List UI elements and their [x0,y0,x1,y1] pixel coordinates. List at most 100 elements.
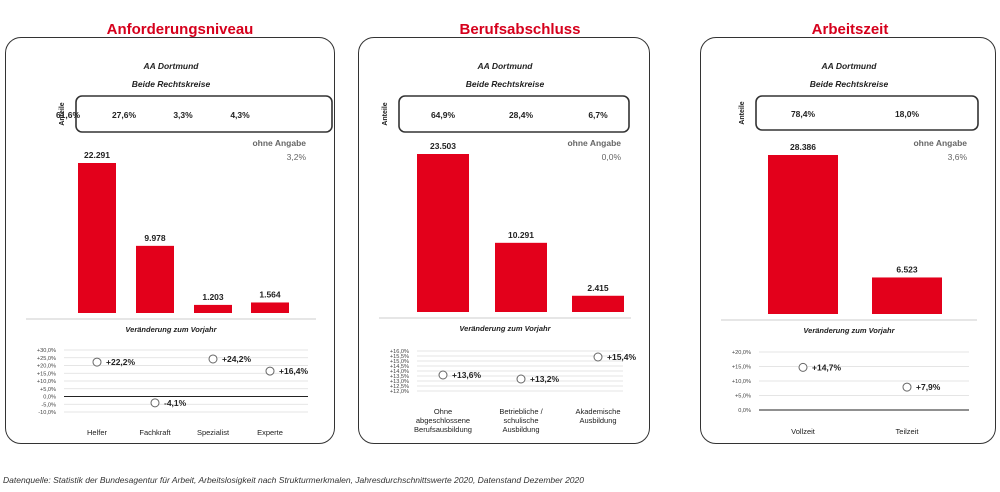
change-marker [92,357,102,367]
share-value: 27,6% [112,110,137,120]
category-label: Betriebliche / schulische Ausbildung [499,407,543,434]
share-value: 18,0% [895,109,920,119]
chart-svg-anforderungsniveau: AA Dortmund Beide Rechtskreise Anteile61,6… [26,61,333,437]
change-tick-label: +14,5% [390,364,409,370]
share-value: 64,9% [431,110,456,120]
bar-value-label: 28.386 [790,142,816,152]
change-title-p2: Veränderung zum Vorjahr [459,324,551,333]
bar [417,154,469,312]
no-answer-label-p2: ohne Angabe [567,138,621,148]
scope-label-p3: Beide Rechtskreise [810,79,889,89]
no-answer-value-p3: 3,6% [948,152,968,162]
bar-value-label: 1.203 [202,292,224,302]
change-value-label: +7,9% [916,382,941,392]
bar [251,302,289,313]
change-value-label: +14,7% [812,362,842,372]
bar-value-label: 9.978 [144,233,166,243]
bar [768,155,838,314]
bar-value-label: 2.415 [587,283,609,293]
category-label: Fachkraft [139,428,171,437]
change-tick-label: +15,0% [390,359,409,365]
share-value: 61,6% [56,110,81,120]
change-tick-label: +16,0% [390,349,409,355]
change-title-p1: Veränderung zum Vorjahr [125,325,217,334]
bar-value-label: 23.503 [430,141,456,151]
change-marker [902,382,912,392]
category-label: Ohne abgeschlossene Berufsausbildung [414,407,472,434]
panel-title-arbeitszeit: Arbeitszeit [811,21,889,38]
shares-box-p1 [75,95,333,133]
change-value-label: +13,6% [452,370,482,380]
no-answer-label-p1: ohne Angabe [252,138,306,148]
shares-label-p3: Anteile [739,101,746,124]
share-value: 3,3% [173,110,193,120]
region-label-p3: AA Dortmund [821,61,878,71]
change-tick-label: +12,5% [390,384,409,390]
category-label: Helfer [87,428,108,437]
bar-value-label: 6.523 [896,264,918,274]
bar-value-label: 22.291 [84,150,110,160]
change-tick-label: +15,0% [37,371,56,377]
change-marker [516,374,526,384]
shares-box-p2 [398,95,630,133]
change-value-label: +22,2% [106,357,136,367]
region-label-p2: AA Dortmund [477,61,534,71]
change-tick-label: -5,0% [41,402,56,408]
change-tick-label: +14,0% [390,369,409,375]
change-value-label: +15,4% [607,352,637,362]
panel-title-berufsabschluss: Berufsabschluss [459,21,581,38]
scope-label-p1: Beide Rechtskreise [132,79,211,89]
no-answer-value-p1: 3,2% [287,152,307,162]
bar [495,242,547,312]
change-value-label: +24,2% [222,354,252,364]
chart-panel-anforderungsniveau: AA Dortmund Beide Rechtskreise Anteile 61,6… [5,37,335,444]
change-tick-label: +25,0% [37,356,56,362]
change-tick-label: +15,5% [390,354,409,360]
category-label: Teilzeit [896,427,920,436]
change-tick-label: +5,0% [735,394,751,400]
change-tick-label: +10,0% [732,379,751,385]
no-answer-label-p3: ohne Angabe [913,138,967,148]
share-value: 28,4% [509,110,534,120]
change-marker [265,366,275,376]
panel-title-anforderungsniveau: Anforderungsniveau [106,21,254,38]
change-marker [438,370,448,380]
no-answer-value-p2: 0,0% [602,152,622,162]
chart-panel-arbeitszeit: AA Dortmund Beide Rechtskreise Anteile 78,4… [700,37,996,444]
bar [78,163,116,313]
category-label: Vollzeit [791,427,816,436]
chart-panel-berufsabschluss: AA Dortmund Beide Rechtskreise Anteile 64,9… [358,37,650,444]
bar-value-label: 1.564 [259,289,281,299]
change-tick-label: +12,0% [390,389,409,395]
data-source-footer: Datenquelle: Statistik der Bundesagentur… [3,475,584,485]
shares-label-p2: Anteile [382,102,389,125]
change-tick-label: +30,0% [37,348,56,354]
change-tick-label: 0,0% [43,395,56,401]
bar [572,295,624,312]
bar-value-label: 10.291 [508,230,534,240]
change-value-label: -4,1% [164,398,187,408]
bar [136,245,174,313]
bar [872,277,942,314]
share-value: 78,4% [791,109,816,119]
change-tick-label: 0,0% [738,408,751,414]
category-label: Spezialist [197,428,230,437]
share-value: 6,7% [588,110,608,120]
shares-box-p3 [755,95,979,131]
chart-svg-arbeitszeit: AA Dortmund Beide Rechtskreise Anteile 78,4… [721,61,979,436]
change-value-label: +13,2% [530,374,560,384]
change-value-label: +16,4% [279,366,309,376]
change-marker [208,354,218,364]
category-label: Akademische Ausbildung [575,407,620,425]
change-tick-label: +13,0% [390,379,409,385]
change-tick-label: +13,5% [390,374,409,380]
change-marker [798,362,808,372]
shares-label-p1: Anteile [59,102,66,125]
change-tick-label: -10,0% [38,410,56,416]
change-title-p3: Veränderung zum Vorjahr [803,326,895,335]
scope-label-p2: Beide Rechtskreise [466,79,545,89]
bar [194,304,232,313]
chart-svg-berufsabschluss: AA Dortmund Beide Rechtskreise Anteile 64,9… [379,61,637,434]
change-tick-label: +20,0% [732,350,751,356]
share-value: 4,3% [230,110,250,120]
